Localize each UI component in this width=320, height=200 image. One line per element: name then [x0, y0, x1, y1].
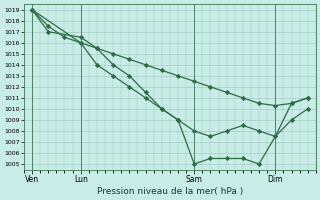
X-axis label: Pression niveau de la mer( hPa ): Pression niveau de la mer( hPa ): [97, 187, 243, 196]
